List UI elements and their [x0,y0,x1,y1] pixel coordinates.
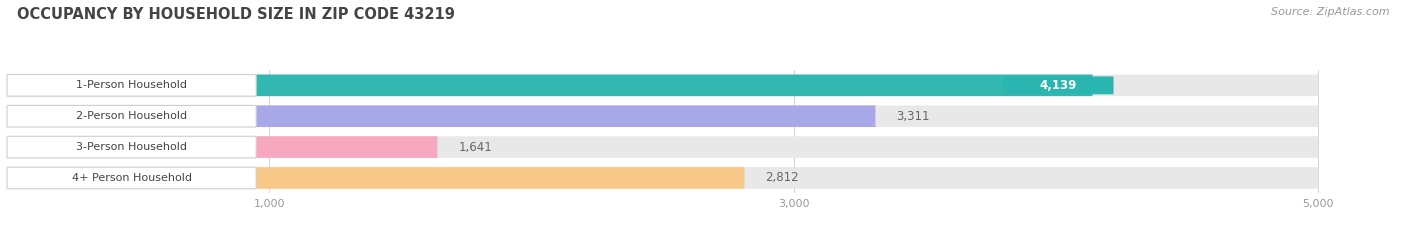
Text: 4+ Person Household: 4+ Person Household [72,173,191,183]
FancyBboxPatch shape [7,167,745,189]
FancyBboxPatch shape [7,105,1319,127]
Text: OCCUPANCY BY HOUSEHOLD SIZE IN ZIP CODE 43219: OCCUPANCY BY HOUSEHOLD SIZE IN ZIP CODE … [17,7,454,22]
FancyBboxPatch shape [7,167,256,189]
Text: Source: ZipAtlas.com: Source: ZipAtlas.com [1271,7,1389,17]
Text: 1-Person Household: 1-Person Household [76,80,187,90]
Text: 3,311: 3,311 [897,110,929,123]
FancyBboxPatch shape [7,105,876,127]
FancyBboxPatch shape [7,136,256,158]
Text: 1,641: 1,641 [458,140,492,154]
Text: 2-Person Household: 2-Person Household [76,111,187,121]
FancyBboxPatch shape [7,75,256,96]
FancyBboxPatch shape [7,75,1319,96]
FancyBboxPatch shape [1004,76,1114,94]
FancyBboxPatch shape [7,105,256,127]
Text: 4,139: 4,139 [1040,79,1077,92]
Text: 3-Person Household: 3-Person Household [76,142,187,152]
Text: 2,812: 2,812 [765,171,799,185]
FancyBboxPatch shape [7,136,437,158]
FancyBboxPatch shape [7,136,1319,158]
FancyBboxPatch shape [7,75,1092,96]
FancyBboxPatch shape [7,167,1319,189]
